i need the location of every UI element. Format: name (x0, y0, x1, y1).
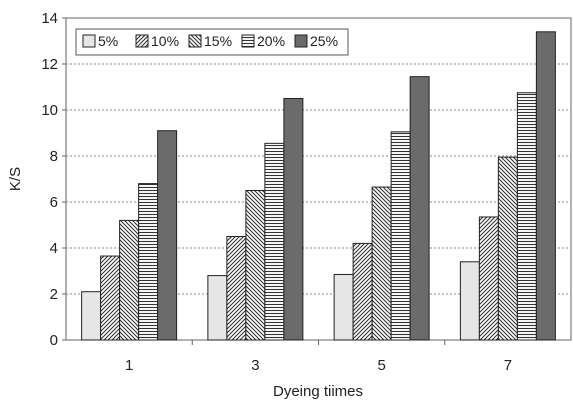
bar-25pct-7 (535, 31, 556, 341)
y-tick-label: 0 (50, 332, 58, 349)
bar-25pct-1 (157, 130, 178, 341)
y-tick-label: 10 (41, 102, 58, 119)
bar-5pct-5 (333, 273, 354, 341)
legend-label: 5% (98, 33, 118, 49)
bars-group (81, 31, 556, 341)
legend-label: 20% (257, 33, 285, 49)
legend: 5% 10% 15% 20% 25% (75, 28, 349, 56)
y-tick-label: 8 (50, 148, 58, 165)
bar-15pct-7 (497, 156, 518, 341)
legend-swatch (135, 34, 149, 48)
bar-20pct-3 (264, 142, 285, 341)
y-tick-label: 2 (50, 286, 58, 303)
legend-label: 15% (204, 33, 232, 49)
bar-10pct-3 (226, 236, 247, 341)
legend-swatch (294, 34, 308, 48)
bar-20pct-1 (138, 183, 159, 341)
x-tick-label: 1 (125, 357, 133, 374)
legend-swatch (188, 34, 202, 48)
y-tick-label: 14 (41, 10, 58, 27)
bar-10pct-5 (352, 242, 373, 341)
bar-25pct-5 (409, 76, 430, 341)
legend-label: 10% (151, 33, 179, 49)
x-axis-title: Dyeing tiimes (273, 383, 363, 400)
bar-15pct-3 (245, 190, 266, 341)
x-tick-label: 7 (504, 357, 512, 374)
x-tick-label: 5 (377, 357, 385, 374)
y-axis-ticks: 0 2 4 6 8 10 12 14 (41, 10, 66, 349)
bar-10pct-7 (478, 216, 499, 341)
y-tick-label: 6 (50, 194, 58, 211)
bar-5pct-3 (207, 275, 228, 341)
bar-5pct-1 (81, 291, 102, 341)
bar-20pct-5 (390, 131, 411, 341)
x-axis-ticks: 1 3 5 7 (125, 340, 512, 374)
y-tick-label: 4 (50, 240, 58, 257)
bar-10pct-1 (100, 255, 121, 341)
bar-5pct-7 (459, 261, 480, 341)
bar-25pct-3 (283, 98, 304, 341)
x-tick-label: 3 (251, 357, 259, 374)
bar-15pct-1 (119, 219, 140, 341)
legend-swatch (241, 34, 255, 48)
bar-20pct-7 (516, 92, 537, 341)
legend-label: 25% (310, 33, 338, 49)
y-axis-title: K/S (7, 167, 24, 191)
bar-15pct-5 (371, 186, 392, 341)
y-tick-label: 12 (41, 56, 58, 73)
legend-swatch (82, 34, 96, 48)
